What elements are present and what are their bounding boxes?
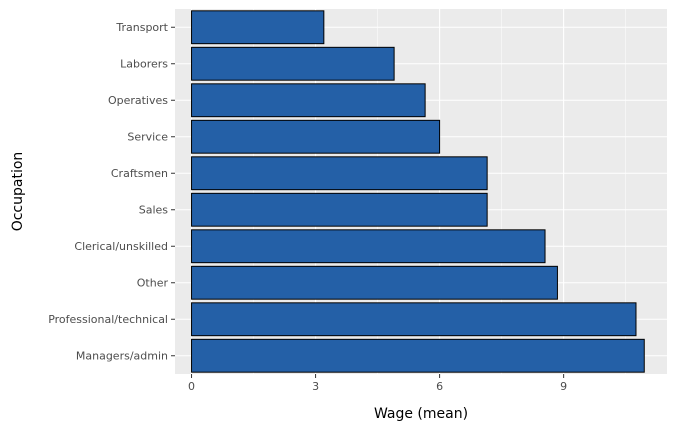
y-tick-label: Service bbox=[127, 130, 168, 143]
y-axis-title: Occupation bbox=[10, 152, 26, 232]
bar-sales bbox=[191, 192, 488, 227]
y-axis: Transport Laborers Operatives Service Crafts… bbox=[48, 21, 175, 362]
y-tick-label: Operatives bbox=[108, 94, 168, 107]
bar-transport bbox=[191, 10, 325, 45]
x-tick-label: 6 bbox=[436, 380, 443, 393]
bar-managers-admin bbox=[191, 338, 645, 373]
bar-service bbox=[191, 119, 441, 154]
y-tick-label: Sales bbox=[139, 203, 169, 216]
bar-clerical-unskilled bbox=[191, 229, 546, 264]
bar-operatives bbox=[191, 83, 426, 118]
x-tick-label: 9 bbox=[560, 380, 567, 393]
y-tick-label: Laborers bbox=[120, 57, 168, 70]
x-axis-title: Wage (mean) bbox=[374, 406, 468, 422]
y-tick-label: Transport bbox=[115, 21, 168, 34]
x-tick-label: 0 bbox=[188, 380, 195, 393]
bar-laborers bbox=[191, 46, 395, 81]
bar-other bbox=[191, 265, 558, 300]
x-axis: 0 3 6 9 bbox=[188, 374, 567, 393]
y-tick-label: Other bbox=[137, 276, 169, 289]
x-tick-label: 3 bbox=[312, 380, 319, 393]
bars bbox=[191, 10, 645, 373]
bar-craftsmen bbox=[191, 156, 488, 191]
y-tick-label: Managers/admin bbox=[76, 349, 168, 362]
bar-professional-technical bbox=[191, 302, 637, 337]
y-tick-label: Craftsmen bbox=[111, 167, 168, 180]
y-tick-label: Clerical/unskilled bbox=[74, 240, 168, 253]
y-tick-label: Professional/technical bbox=[48, 313, 168, 326]
